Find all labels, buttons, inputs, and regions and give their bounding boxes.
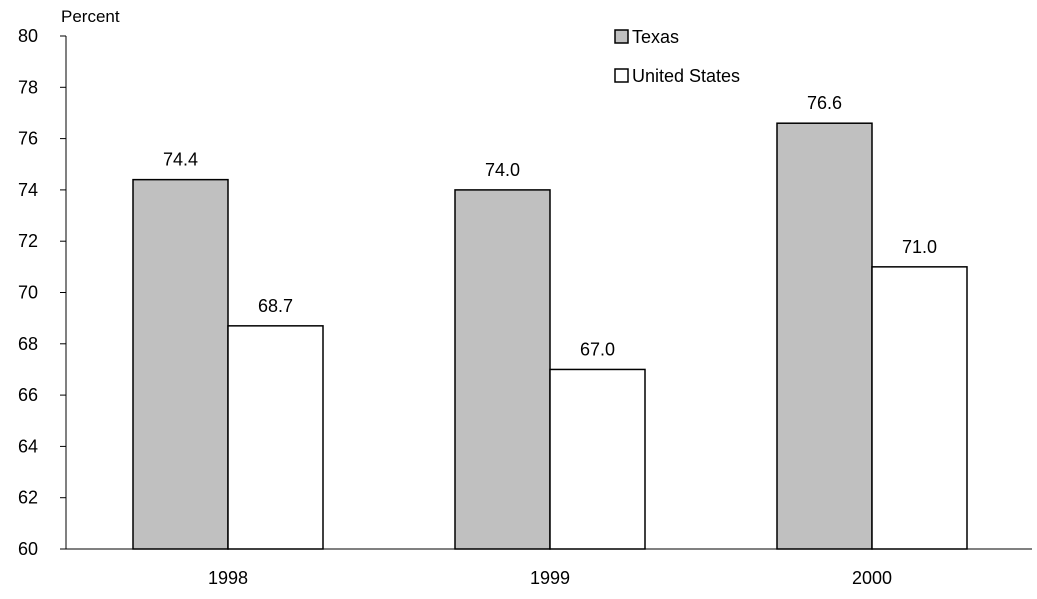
- y-tick-label: 68: [18, 334, 38, 354]
- data-label: 71.0: [902, 237, 937, 257]
- data-labels: 74.4 68.7 74.0 67.0 76.6 71.0: [163, 93, 937, 359]
- bar-united-states: [549, 368, 646, 550]
- y-tick-label: 66: [18, 385, 38, 405]
- y-tick-label: 76: [18, 129, 38, 149]
- y-axis: 60 62 64 66 68 70 72 74 76 78 80: [18, 26, 67, 559]
- y-tick-label: 60: [18, 539, 38, 559]
- bar-united-states: [871, 266, 968, 550]
- data-label: 67.0: [580, 339, 615, 359]
- y-tick-label: 64: [18, 436, 38, 456]
- bar-texas: [776, 122, 873, 550]
- y-tick-label: 62: [18, 488, 38, 508]
- legend-label: Texas: [632, 27, 679, 47]
- bar-united-states: [227, 325, 324, 550]
- legend: Texas United States: [614, 27, 740, 86]
- data-label: 74.4: [163, 150, 198, 170]
- x-tick-label: 2000: [852, 568, 892, 588]
- bar-texas: [132, 178, 229, 550]
- y-tick-label: 78: [18, 77, 38, 97]
- x-tick-label: 1999: [530, 568, 570, 588]
- legend-swatch: [614, 68, 629, 83]
- data-label: 68.7: [258, 296, 293, 316]
- x-tick-label: 1998: [208, 568, 248, 588]
- y-axis-title: Percent: [61, 7, 120, 26]
- y-tick-label: 74: [18, 180, 38, 200]
- x-axis: 1998 1999 2000: [66, 548, 1032, 588]
- bar-texas: [454, 189, 551, 550]
- data-label: 76.6: [807, 93, 842, 113]
- legend-label: United States: [632, 66, 740, 86]
- data-label: 74.0: [485, 160, 520, 180]
- legend-swatch: [614, 29, 629, 44]
- bars: [132, 122, 968, 550]
- y-tick-label: 70: [18, 283, 38, 303]
- y-tick-label: 72: [18, 231, 38, 251]
- y-tick-label: 80: [18, 26, 38, 46]
